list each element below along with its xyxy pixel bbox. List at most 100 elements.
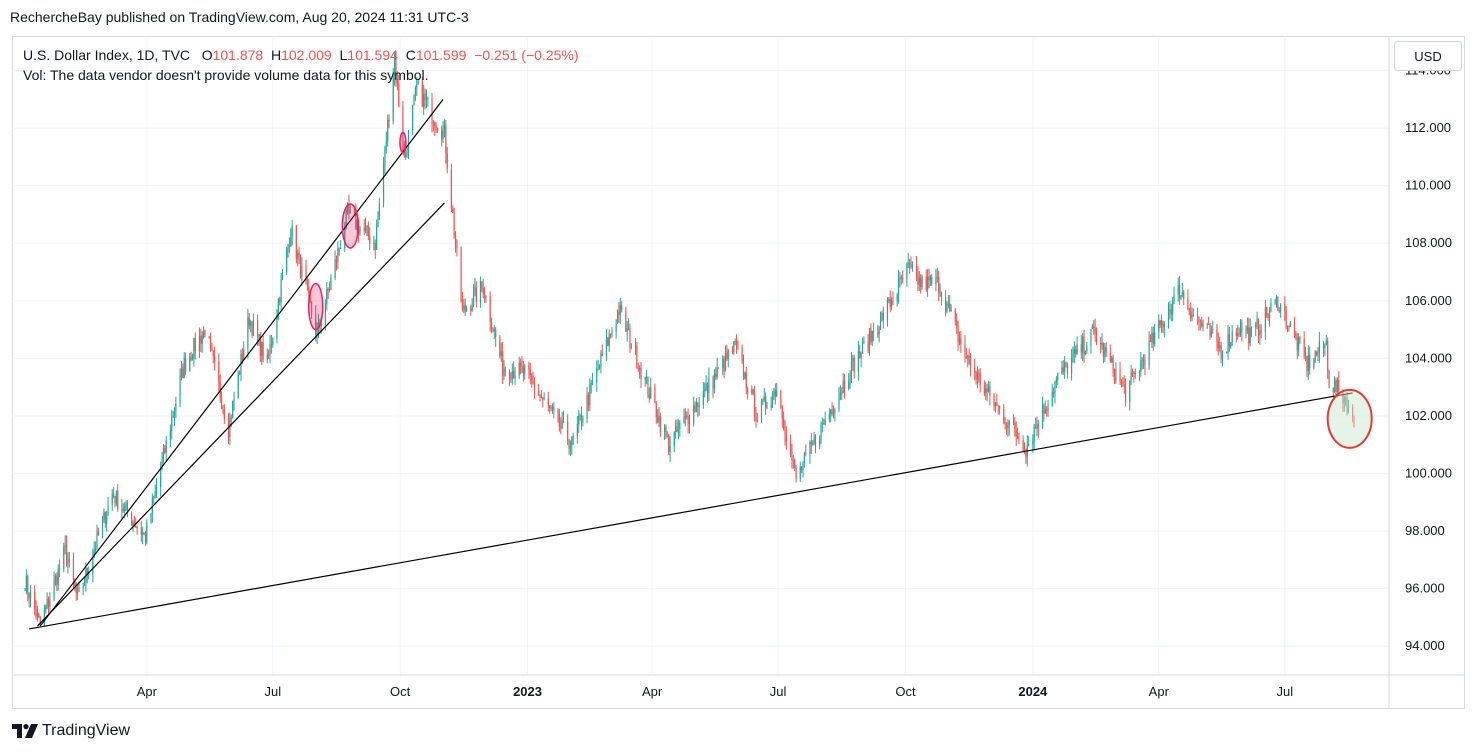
candle-body	[645, 376, 648, 378]
candle-body	[637, 368, 639, 370]
candle-body	[261, 341, 263, 357]
candle-body	[860, 353, 862, 358]
candle-body	[1144, 359, 1146, 366]
candle-body	[1227, 334, 1229, 353]
candle-body	[834, 409, 836, 413]
candle-body	[1188, 308, 1190, 312]
candle-body	[43, 609, 45, 626]
candle-body	[1196, 315, 1199, 317]
candle-body	[917, 274, 919, 285]
candle-body	[427, 98, 429, 100]
candles	[24, 51, 1355, 627]
candle-body	[93, 550, 95, 558]
candle-body	[1052, 391, 1055, 394]
candle-body	[385, 140, 387, 146]
candle-body	[832, 412, 835, 414]
candle-body	[915, 264, 918, 275]
candle-body	[334, 259, 336, 278]
candle-body	[600, 353, 602, 367]
candle-body	[1025, 452, 1027, 457]
candle-body	[54, 576, 57, 581]
candle-body	[1249, 327, 1251, 344]
candle-body	[744, 372, 746, 380]
candle-body	[647, 376, 649, 395]
candle-body	[378, 202, 380, 217]
candle-body	[1083, 336, 1085, 355]
candle-body	[122, 508, 124, 512]
candle-body	[490, 321, 493, 330]
price-tick-label: 106.000	[1405, 293, 1452, 308]
candle-body	[957, 325, 959, 342]
candle-body	[1034, 426, 1037, 429]
candle-body	[1122, 382, 1124, 384]
candle-body	[928, 276, 930, 281]
price-chart[interactable]: 94.000 96.000 98.000 100.000 102.000 104.000 1…	[12, 36, 1465, 709]
candle-body	[582, 418, 584, 423]
candle-body	[1280, 304, 1282, 312]
candle-body	[1322, 341, 1325, 348]
candle-body	[586, 394, 588, 419]
candle-body	[510, 378, 512, 380]
candle-body	[737, 346, 739, 348]
candle-body	[925, 276, 927, 291]
candle-body	[262, 341, 264, 360]
candle-body	[1008, 421, 1010, 426]
candle-body	[377, 216, 379, 227]
candle-body	[456, 244, 458, 248]
candle-body	[64, 545, 66, 547]
candle-body	[733, 341, 735, 353]
candle-body	[659, 415, 662, 432]
candle-body	[472, 292, 475, 306]
candle-body	[143, 532, 145, 534]
candle-body	[675, 425, 677, 433]
candle-body	[1256, 318, 1258, 325]
price-tick-label: 102.000	[1405, 408, 1452, 423]
candle-body	[95, 548, 97, 551]
chart-grid	[12, 36, 1465, 709]
candle-body	[290, 236, 292, 247]
candle-body	[211, 344, 213, 351]
candle-body	[29, 592, 32, 599]
candle-body	[1245, 329, 1247, 333]
candle-body	[126, 503, 129, 514]
candle-body	[1187, 298, 1189, 309]
candle-body	[1228, 334, 1231, 347]
candle-body	[502, 351, 504, 376]
candle-body	[849, 379, 851, 382]
candle-body	[75, 586, 77, 594]
candle-body	[686, 415, 688, 417]
candle-body	[1129, 380, 1131, 403]
candle-body	[59, 568, 61, 570]
candle-body	[1094, 327, 1096, 335]
candle-body	[49, 599, 51, 607]
candle-body	[154, 490, 156, 498]
candle-body	[947, 303, 949, 305]
candle-body	[677, 428, 680, 432]
candle-body	[1324, 344, 1326, 348]
candle-body	[724, 352, 727, 372]
candle-body	[1221, 352, 1224, 359]
candle-body	[596, 368, 598, 383]
candle-body	[1210, 330, 1213, 337]
candle-body	[950, 310, 952, 312]
candle-body	[1130, 372, 1132, 381]
candle-body	[1047, 405, 1049, 411]
candle-body	[1090, 328, 1092, 346]
candle-body	[839, 392, 841, 396]
candle-body	[1192, 314, 1195, 316]
candle-body	[1285, 310, 1287, 328]
candle-body	[1239, 322, 1242, 334]
candle-body	[792, 459, 794, 461]
candle-body	[1180, 295, 1182, 298]
candle-body	[627, 328, 630, 330]
currency-unit-button[interactable]: USD	[1394, 41, 1462, 71]
candle-body	[1219, 345, 1221, 349]
candle-body	[180, 368, 183, 377]
candle-body	[248, 317, 250, 326]
candle-body	[812, 443, 814, 445]
candle-body	[658, 415, 660, 423]
candle-body	[35, 608, 37, 617]
candle-body	[557, 409, 559, 414]
candle-body	[53, 580, 55, 600]
price-tick-label: 108.000	[1405, 235, 1452, 250]
